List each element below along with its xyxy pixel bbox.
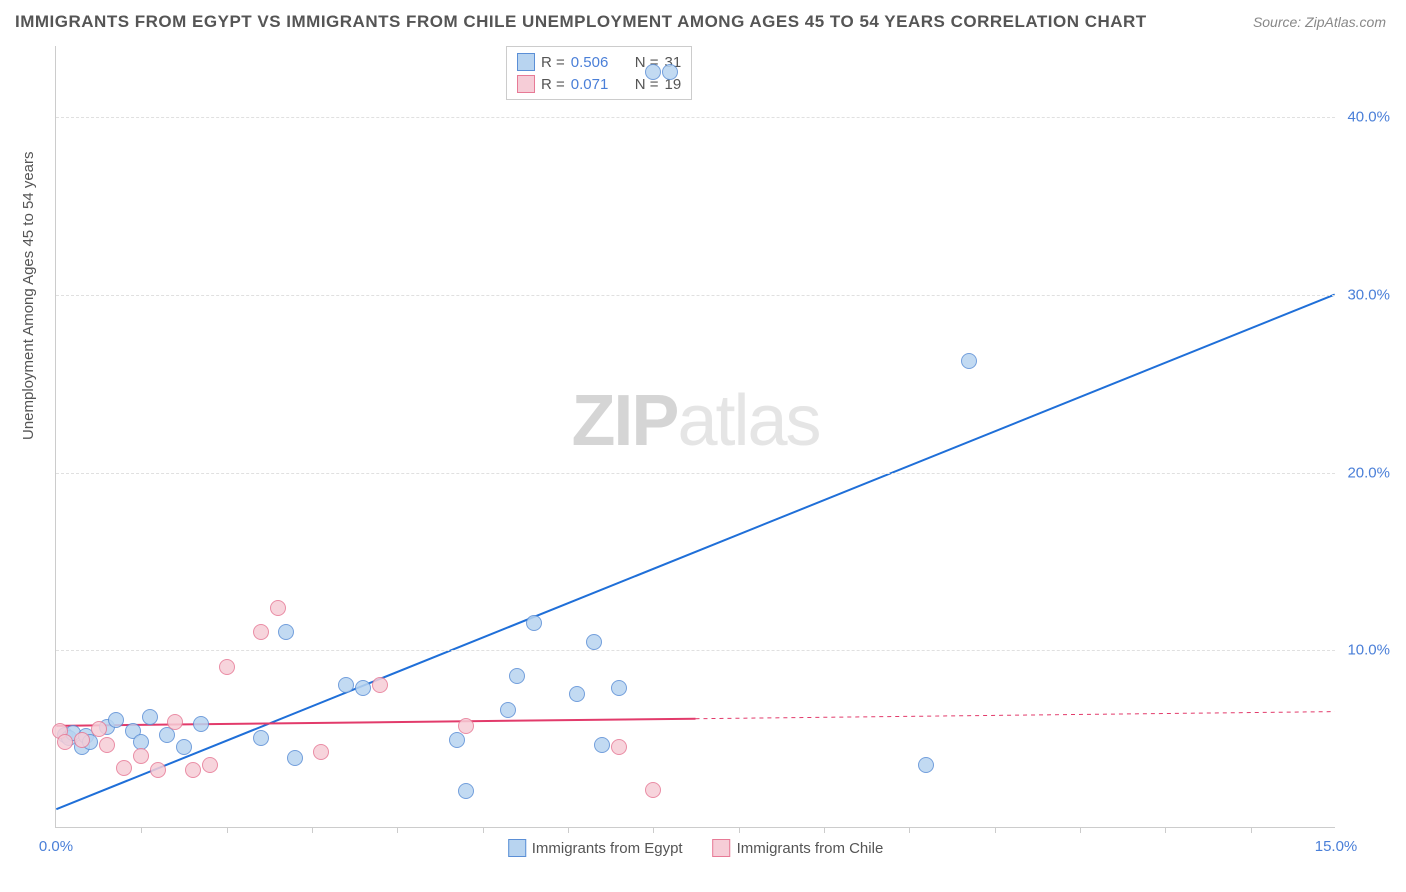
data-point (91, 721, 107, 737)
series-legend: Immigrants from Egypt Immigrants from Chi… (508, 839, 884, 857)
r-label: R = (541, 54, 565, 71)
x-tick-mark (312, 827, 313, 833)
trend-line-dashed (696, 712, 1335, 719)
data-point (355, 680, 371, 696)
plot-area: ZIPatlas R =0.506N =31R =0.071N =19 Immi… (55, 46, 1335, 828)
data-point (108, 712, 124, 728)
x-tick-label: 15.0% (1315, 838, 1358, 855)
y-tick-label: 30.0% (1340, 286, 1390, 303)
legend-swatch (508, 839, 526, 857)
trend-line-solid (56, 295, 1334, 810)
data-point (142, 709, 158, 725)
watermark-light: atlas (677, 381, 819, 461)
legend-swatch (517, 53, 535, 71)
data-point (594, 737, 610, 753)
x-tick-mark (739, 827, 740, 833)
data-point (918, 757, 934, 773)
y-axis-label: Unemployment Among Ages 45 to 54 years (20, 151, 37, 440)
watermark-bold: ZIP (571, 381, 677, 461)
data-point (449, 732, 465, 748)
data-point (278, 624, 294, 640)
legend-label: Immigrants from Egypt (532, 840, 683, 857)
data-point (645, 782, 661, 798)
data-point (611, 739, 627, 755)
data-point (500, 702, 516, 718)
x-tick-mark (141, 827, 142, 833)
data-point (193, 716, 209, 732)
data-point (961, 353, 977, 369)
x-tick-mark (1251, 827, 1252, 833)
y-tick-label: 40.0% (1340, 109, 1390, 126)
x-tick-mark (909, 827, 910, 833)
data-point (167, 714, 183, 730)
x-tick-mark (227, 827, 228, 833)
r-label: R = (541, 76, 565, 93)
gridline (56, 650, 1335, 651)
legend-item: Immigrants from Egypt (508, 839, 683, 857)
legend-label: Immigrants from Chile (737, 840, 884, 857)
data-point (313, 744, 329, 760)
x-tick-mark (653, 827, 654, 833)
r-value: 0.506 (571, 54, 621, 71)
data-point (526, 615, 542, 631)
chart-title: IMMIGRANTS FROM EGYPT VS IMMIGRANTS FROM… (15, 12, 1147, 32)
x-tick-mark (397, 827, 398, 833)
data-point (253, 624, 269, 640)
gridline (56, 117, 1335, 118)
data-point (569, 686, 585, 702)
data-point (150, 762, 166, 778)
x-tick-mark (1165, 827, 1166, 833)
data-point (372, 677, 388, 693)
x-tick-mark (483, 827, 484, 833)
x-tick-label: 0.0% (39, 838, 73, 855)
trend-lines-layer (56, 46, 1335, 827)
data-point (99, 737, 115, 753)
data-point (202, 757, 218, 773)
gridline (56, 295, 1335, 296)
data-point (458, 783, 474, 799)
data-point (509, 668, 525, 684)
data-point (74, 732, 90, 748)
legend-swatch (713, 839, 731, 857)
data-point (57, 734, 73, 750)
r-value: 0.071 (571, 76, 621, 93)
data-point (133, 748, 149, 764)
data-point (270, 600, 286, 616)
data-point (287, 750, 303, 766)
x-tick-mark (568, 827, 569, 833)
data-point (586, 634, 602, 650)
y-tick-label: 20.0% (1340, 464, 1390, 481)
data-point (185, 762, 201, 778)
x-tick-mark (1080, 827, 1081, 833)
data-point (253, 730, 269, 746)
legend-item: Immigrants from Chile (713, 839, 884, 857)
data-point (219, 659, 235, 675)
data-point (116, 760, 132, 776)
data-point (338, 677, 354, 693)
data-point (176, 739, 192, 755)
gridline (56, 473, 1335, 474)
x-tick-mark (824, 827, 825, 833)
data-point (645, 64, 661, 80)
x-tick-mark (995, 827, 996, 833)
source-attribution: Source: ZipAtlas.com (1253, 14, 1386, 30)
data-point (662, 64, 678, 80)
watermark: ZIPatlas (571, 380, 819, 462)
data-point (458, 718, 474, 734)
legend-swatch (517, 75, 535, 93)
y-tick-label: 10.0% (1340, 642, 1390, 659)
data-point (611, 680, 627, 696)
